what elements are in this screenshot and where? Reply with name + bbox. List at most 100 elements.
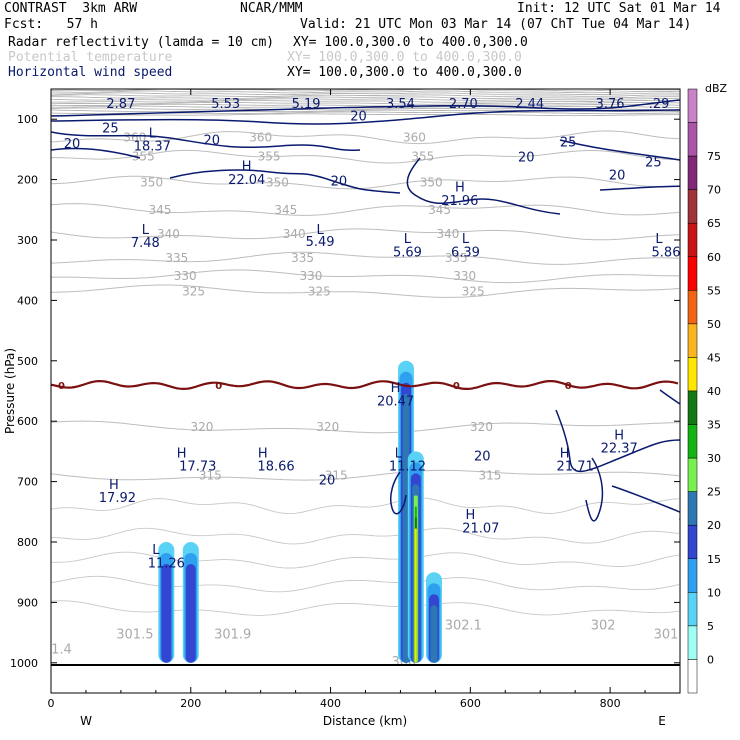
theta-min-label: 302	[591, 619, 616, 634]
theta-contour-label: 360	[249, 130, 272, 144]
wind-extrema-label: L	[142, 223, 150, 238]
theta-contour-345	[51, 203, 680, 216]
init-time: Init: 12 UTC Sat 01 Mar 14	[517, 1, 721, 16]
wind-extrema-label: L	[404, 232, 412, 247]
theta-contour-315	[51, 469, 680, 481]
colorbar-swatch	[687, 122, 698, 157]
wind-extrema-label: L	[316, 223, 324, 238]
y-tick-label: 200	[17, 174, 38, 187]
colorbar-swatch	[687, 290, 698, 325]
wind-contour-label: 25	[560, 135, 577, 150]
colorbar-level-label: 15	[707, 553, 721, 566]
colorbar-level-label: 25	[707, 486, 721, 499]
wind-extrema-label: 20.47	[377, 394, 414, 409]
wind-extrema-label: H	[242, 160, 252, 175]
wind-contour-7	[555, 409, 680, 473]
wind-extrema-label: H	[465, 508, 475, 523]
colorbar-swatch	[687, 558, 698, 593]
colorbar-level-label: 70	[707, 184, 721, 197]
theta-top-contour	[51, 98, 680, 101]
wind-extrema-label: H	[109, 478, 119, 493]
theta-contour-label: 330	[453, 269, 476, 283]
wind-contour-11	[659, 389, 680, 405]
x-axis-label: Distance (km)	[323, 714, 407, 728]
theta-contour-label: 340	[157, 227, 180, 241]
colorbar-level-label: 20	[707, 519, 721, 532]
theta-min-label: 301.5	[116, 628, 153, 643]
colorbar-level-label: 35	[707, 419, 721, 432]
wind-contour-4	[406, 157, 561, 215]
wind-contour-label: 25	[102, 121, 119, 136]
colorbar-swatch	[687, 323, 698, 358]
reflectivity-cell-40dbz	[414, 528, 417, 663]
reflectivity-cell-20dbz	[402, 393, 410, 663]
colorbar-swatch	[687, 659, 698, 694]
y-axis-label: Pressure (hPa)	[3, 348, 17, 434]
institution: NCAR/MMM	[240, 1, 303, 16]
theta-min-label: 301.9	[214, 628, 251, 643]
valid-time: Valid: 21 UTC Mon 03 Mar 14 (07 ChT Tue …	[300, 17, 692, 32]
colorbar-level-label: 5	[707, 620, 714, 633]
y-tick-label: 400	[17, 294, 38, 307]
wind-contour-label: 20	[64, 137, 81, 152]
theta-contour-label: 355	[258, 150, 281, 164]
x-tick-label: 200	[180, 697, 201, 710]
theta-low-contour	[51, 551, 680, 569]
wind-extrema-label: L	[149, 126, 157, 141]
theta-top-contour	[51, 99, 679, 103]
theta-contour-label: 315	[199, 469, 222, 483]
x-tick-label: 0	[48, 697, 55, 710]
theta-contour-label: 320	[316, 420, 339, 434]
theta-contour-label: 335	[291, 251, 314, 265]
theta-contour-label: 350	[420, 176, 443, 190]
x-tick-label: 400	[320, 697, 341, 710]
theta-contour-355	[51, 149, 679, 164]
colorbar-swatch	[687, 88, 698, 123]
theta-contour-label: 330	[300, 269, 323, 283]
wind-contour-5	[559, 139, 680, 161]
wind-contour-label: 20	[350, 109, 367, 124]
theta-contour-label: 340	[283, 227, 306, 241]
theta-contour-label: 330	[174, 269, 197, 283]
wind-contour-10	[389, 471, 407, 515]
y-tick-label: 100	[17, 113, 38, 126]
theta-low-contour	[51, 600, 680, 616]
reflectivity-cell-15dbz	[161, 564, 172, 663]
wind-extrema-label: 5.86	[652, 245, 681, 260]
colorbar-swatch	[687, 390, 698, 425]
theta-contour-label: 320	[470, 420, 493, 434]
wind-extrema-label: L	[655, 232, 663, 247]
theta-contour-335	[51, 251, 680, 265]
colorbar-swatch	[687, 256, 698, 291]
wind-contour-label: 20	[474, 449, 491, 464]
zero-line-label: 0	[565, 381, 572, 392]
colorbar-level-label: 40	[707, 385, 721, 398]
wind-contour-label: 25	[645, 155, 662, 170]
colorbar-swatch	[687, 155, 698, 190]
colorbar-swatch	[687, 189, 698, 224]
theta-contour-label: 345	[149, 203, 172, 217]
wind-extrema-label: 11.26	[148, 556, 185, 571]
theta-contour-label: 345	[274, 203, 297, 217]
theta-contour-label: 350	[140, 176, 163, 190]
colorbar-level-label: 45	[707, 351, 721, 364]
theta-contour-330	[51, 269, 679, 284]
top-wind-value: 5.53	[211, 97, 240, 112]
wind-extrema-label: H	[455, 181, 465, 196]
wind-extrema-label: H	[258, 446, 268, 461]
theta-top-contour	[51, 90, 679, 94]
wind-extrema-label: 21.96	[441, 194, 478, 209]
theta-contour-label: 320	[191, 420, 214, 434]
colorbar-swatch	[687, 457, 698, 492]
forecast-hour: Fcst: 57 h	[4, 17, 98, 32]
theta-min-label: 1.4	[51, 643, 72, 658]
wind-extrema-label: 18.66	[257, 460, 294, 475]
zero-line-label: 0	[453, 381, 460, 392]
y-tick-label: 800	[17, 536, 38, 549]
theta-min-label: 301	[654, 628, 679, 643]
wind-extrema-label: 17.92	[99, 491, 136, 506]
field-name-theta: Potential temperature	[8, 50, 173, 65]
theta-contour-label: 325	[182, 284, 205, 298]
zero-line-label: 0	[58, 381, 65, 392]
wind-extrema-label: 18.37	[134, 140, 171, 155]
